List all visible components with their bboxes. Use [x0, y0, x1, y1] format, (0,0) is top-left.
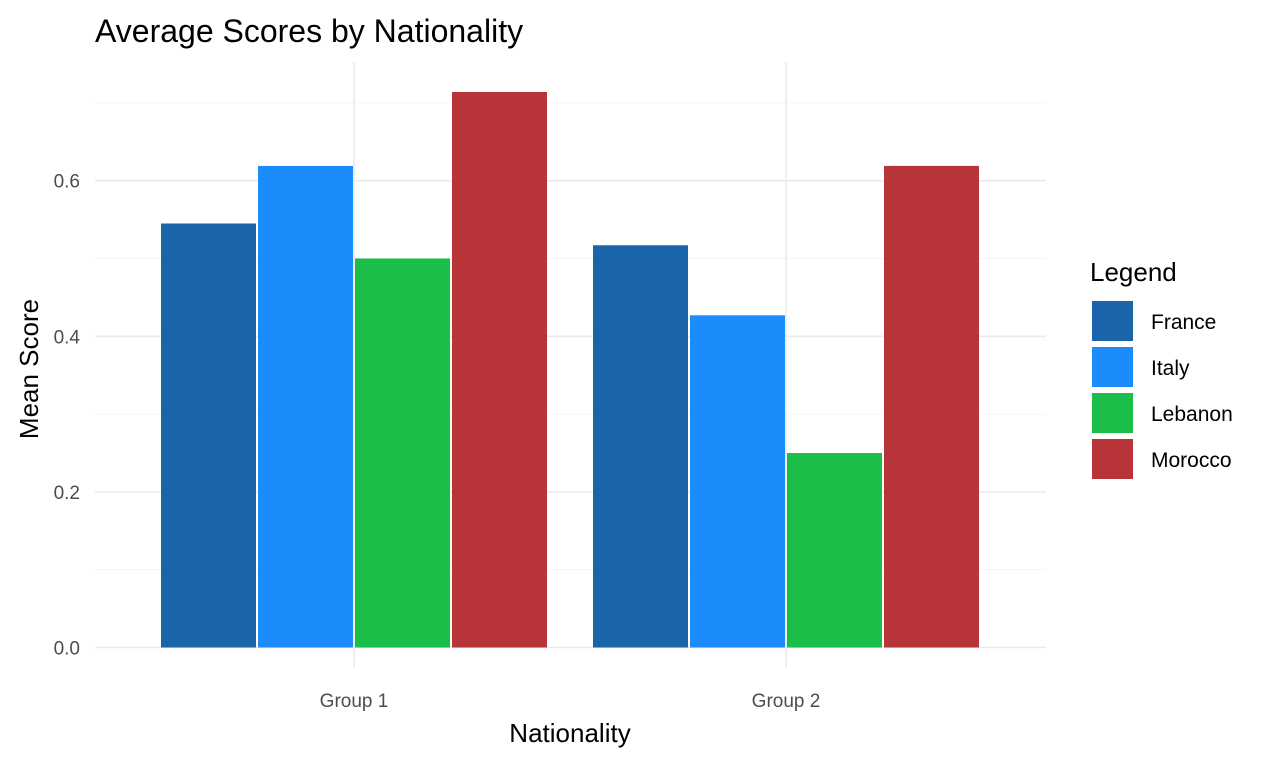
legend-title: Legend — [1090, 257, 1177, 287]
bar-morocco-1 — [452, 92, 547, 648]
legend: Legend France Italy Lebanon Morocco — [1090, 257, 1233, 479]
bars — [161, 92, 979, 648]
legend-swatch-italy — [1092, 347, 1133, 387]
y-axis-title: Mean Score — [14, 299, 44, 439]
bar-lebanon-2 — [787, 453, 882, 648]
legend-label-lebanon: Lebanon — [1151, 403, 1233, 426]
y-tick-label: 0.6 — [54, 172, 80, 193]
y-tick-label: 0.4 — [54, 327, 81, 348]
legend-swatch-lebanon — [1092, 393, 1133, 433]
x-tick-label: Group 1 — [320, 691, 389, 712]
y-tick-label: 0.2 — [54, 483, 80, 504]
legend-label-morocco: Morocco — [1151, 449, 1232, 472]
bar-italy-1 — [258, 165, 353, 648]
bar-morocco-2 — [884, 165, 979, 648]
y-axis-ticks: 0.0 0.2 0.4 0.6 — [54, 172, 81, 660]
legend-swatch-morocco — [1092, 439, 1133, 479]
legend-swatch-france — [1092, 301, 1133, 341]
x-tick-label: Group 2 — [752, 691, 821, 712]
chart-title: Average Scores by Nationality — [95, 13, 523, 49]
bar-lebanon-1 — [355, 258, 450, 648]
legend-label-france: France — [1151, 311, 1216, 334]
bar-italy-2 — [690, 315, 785, 648]
y-tick-label: 0.0 — [54, 639, 80, 660]
x-axis-ticks: Group 1 Group 2 — [320, 691, 821, 712]
bar-france-1 — [161, 223, 256, 648]
legend-label-italy: Italy — [1151, 357, 1190, 380]
bar-france-2 — [593, 245, 688, 648]
x-axis-title: Nationality — [509, 718, 630, 748]
